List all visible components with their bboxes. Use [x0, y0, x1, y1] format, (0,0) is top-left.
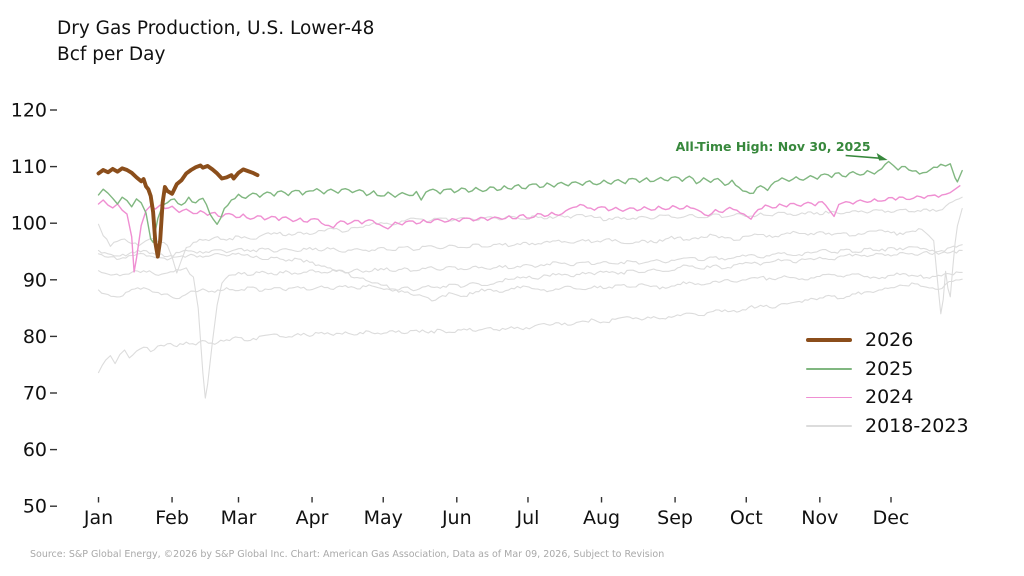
- x-tick: [890, 497, 892, 503]
- series-line-2025: [97, 160, 963, 244]
- x-tick: [456, 497, 458, 503]
- x-tick: [745, 497, 747, 503]
- annotation-arrow-line: [845, 154, 883, 160]
- x-tick: [237, 497, 240, 503]
- x-tick-label: Aug: [583, 507, 620, 529]
- x-tick-label: Mar: [221, 507, 257, 529]
- x-tick: [819, 497, 821, 503]
- y-tick-label: 100: [11, 213, 47, 235]
- series-line-2019: [97, 249, 963, 300]
- legend-row-2018-2023: 2018-2023: [806, 412, 969, 441]
- legend-row-2024: 2024: [806, 383, 969, 412]
- x-tick-label: Sep: [657, 507, 693, 529]
- series-line-2024: [97, 185, 961, 273]
- x-tick-label: Jul: [515, 507, 539, 529]
- y-tick: [50, 392, 57, 394]
- series-line-2021: [97, 244, 963, 399]
- series-line-2018: [97, 278, 963, 374]
- x-tick-label: Jan: [83, 507, 113, 529]
- y-tick: [50, 279, 57, 281]
- legend-row-2026: 2026: [806, 326, 969, 355]
- x-tick: [527, 497, 529, 503]
- chart-title-line2: Bcf per Day: [57, 44, 166, 65]
- x-tick-label: Feb: [155, 507, 189, 529]
- y-tick: [50, 165, 57, 168]
- legend-line-swatch: [806, 396, 852, 399]
- x-tick-label: Nov: [801, 507, 838, 529]
- y-tick: [50, 335, 57, 338]
- series-line-2023: [97, 196, 963, 274]
- x-tick-label: Oct: [730, 507, 763, 529]
- series-line-2020: [97, 252, 963, 302]
- x-tick-label: May: [364, 507, 403, 529]
- legend-label: 2025: [865, 357, 914, 380]
- y-tick-label: 50: [23, 496, 47, 518]
- legend-label: 2018-2023: [865, 415, 969, 438]
- y-tick-label: 80: [23, 326, 47, 348]
- x-tick: [171, 497, 173, 503]
- y-tick-label: 70: [23, 383, 47, 405]
- y-tick-label: 110: [11, 156, 47, 178]
- legend-row-2025: 2025: [806, 355, 969, 384]
- x-tick: [600, 497, 603, 503]
- source-footnote: Source: S&P Global Energy, ©2026 by S&P …: [30, 549, 665, 560]
- y-tick: [50, 505, 57, 507]
- chart-title-line1: Dry Gas Production, U.S. Lower-48: [57, 18, 375, 39]
- x-tick: [311, 497, 313, 503]
- annotation-arrowhead: [876, 152, 888, 161]
- y-tick: [50, 448, 57, 451]
- y-tick-label: 120: [11, 100, 47, 122]
- x-tick-label: Jun: [441, 507, 472, 529]
- legend: 2026 2025 2024 2018-2023: [806, 326, 969, 440]
- chart-title: Dry Gas Production, U.S. Lower-48 Bcf pe…: [57, 16, 374, 68]
- legend-line-swatch: [806, 425, 852, 427]
- legend-label: 2026: [865, 329, 914, 352]
- y-tick: [50, 222, 57, 224]
- legend-line-swatch: [806, 368, 852, 370]
- y-tick-label: 60: [23, 439, 47, 461]
- y-tick-label: 90: [23, 269, 47, 291]
- all-time-high-label: All-Time High: Nov 30, 2025: [676, 139, 871, 154]
- x-tick: [674, 497, 676, 503]
- x-tick-label: Apr: [296, 507, 329, 529]
- legend-line-swatch: [806, 338, 852, 343]
- series-line-2026: [96, 163, 260, 259]
- x-tick: [382, 497, 384, 503]
- legend-label: 2024: [865, 386, 914, 409]
- series-line-2022: [97, 207, 963, 315]
- y-tick: [50, 109, 57, 111]
- x-tick: [97, 497, 100, 503]
- x-tick-label: Dec: [873, 507, 910, 529]
